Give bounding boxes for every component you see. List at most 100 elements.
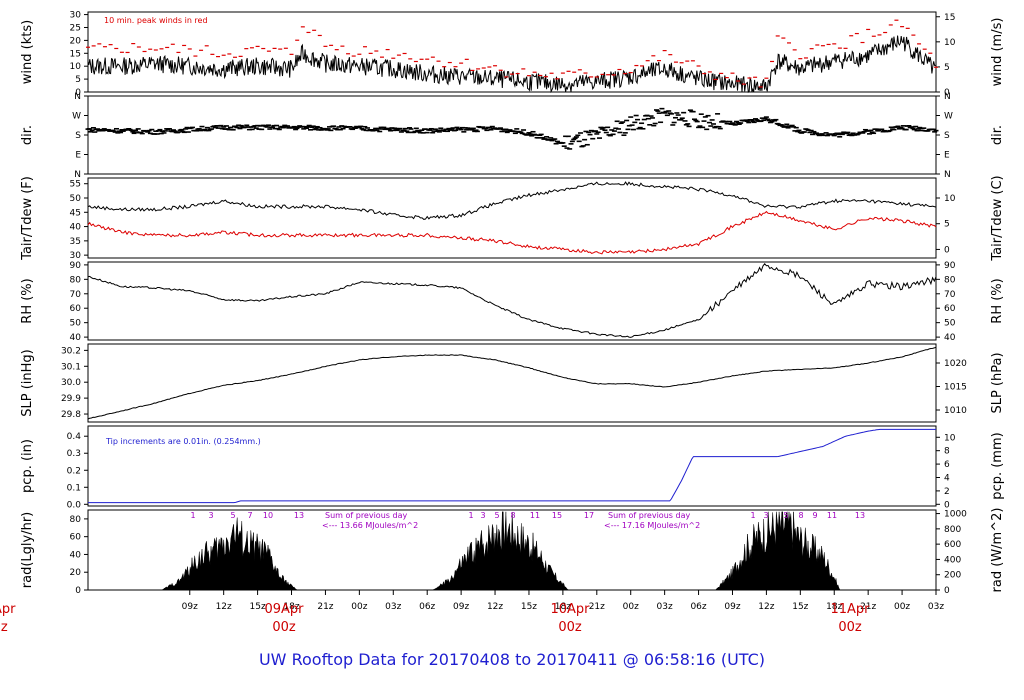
series-line-2-0 [87, 181, 937, 220]
y-right-tick-label: 4 [944, 473, 950, 483]
date-label: 11Apr [830, 602, 870, 617]
x-tick-label: 12z [758, 602, 774, 612]
y-right-tick-label: 10 [944, 194, 956, 204]
hour-label: 10 [263, 511, 273, 520]
annotation: 10 min. peak winds in red [104, 16, 208, 25]
y-right-tick-label: 60 [944, 304, 956, 314]
y-right-tick-label: 1015 [944, 383, 967, 393]
annotation: Sum of previous day [608, 511, 690, 520]
y-right-tick-label: S [944, 131, 950, 141]
hour-label: 15 [552, 511, 562, 520]
y-tick-label: 10 [70, 62, 82, 72]
panel-frame-1 [87, 95, 937, 175]
y-tick-label: N [74, 92, 81, 102]
hour-label: 11 [827, 511, 837, 520]
y-right-tick-label: 1020 [944, 359, 967, 369]
hour-label: 8 [510, 511, 515, 520]
y-right-tick-label: W [944, 112, 953, 122]
y-tick-label: 50 [70, 319, 82, 329]
y-tick-label: 5 [75, 75, 81, 85]
y-axis-label-right: dir. [990, 125, 1005, 145]
x-tick-label: 09z [453, 602, 469, 612]
y-tick-label: 0 [75, 586, 81, 596]
x-tick-label: 21z [860, 602, 876, 612]
y-tick-label: 0.1 [67, 483, 81, 493]
y-right-tick-label: 10 [944, 38, 956, 48]
y-tick-label: E [75, 151, 81, 161]
radiation-area [88, 510, 936, 591]
y-tick-label: 30.0 [61, 378, 81, 388]
y-tick-label: 35 [70, 237, 81, 247]
x-tick-label: 15z [792, 602, 808, 612]
annotation: Sum of previous day [325, 511, 407, 520]
y-tick-label: 45 [70, 208, 81, 218]
y-tick-label: 20 [70, 36, 82, 46]
x-tick-label: 12z [487, 602, 503, 612]
y-right-tick-label: 800 [944, 525, 961, 535]
y-right-tick-label: 5 [944, 220, 950, 230]
hour-label: 1 [468, 511, 473, 520]
hour-label: 3 [208, 511, 213, 520]
hour-label: 9 [812, 511, 817, 520]
series-line-wind [87, 35, 936, 94]
y-tick-label: 30.2 [61, 346, 81, 356]
date-hour-label: 00z [272, 620, 296, 635]
y-right-tick-label: 70 [944, 290, 956, 300]
x-tick-label: 06z [419, 602, 435, 612]
x-tick-label: 06z [690, 602, 706, 612]
y-axis-label: SLP (inHg) [20, 349, 35, 417]
x-tick-label: 09z [724, 602, 740, 612]
y-tick-label: 0.3 [67, 449, 81, 459]
series-line-4-0 [87, 346, 937, 420]
y-axis-label: rad(Lgly/hr) [20, 512, 35, 588]
date-label: 08Apr [0, 602, 16, 617]
y-right-tick-label: 15 [944, 13, 955, 23]
y-right-tick-label: 1010 [944, 406, 967, 416]
y-right-tick-label: 400 [944, 555, 961, 565]
y-axis-label: dir. [20, 125, 35, 145]
y-tick-label: 70 [70, 290, 82, 300]
y-tick-label: 20 [70, 568, 82, 578]
y-axis-label: pcp. (in) [20, 439, 35, 493]
y-right-tick-label: 2 [944, 487, 950, 497]
hour-label: 8 [798, 511, 803, 520]
x-tick-label: 00z [623, 602, 639, 612]
y-tick-label: 50 [70, 194, 82, 204]
y-tick-label: 55 [70, 180, 81, 190]
y-right-tick-label: 1000 [944, 510, 967, 520]
panel-frame-2 [87, 177, 937, 259]
page-title: UW Rooftop Data for 20170408 to 20170411… [258, 650, 766, 669]
date-hour-label: 00z [0, 620, 8, 635]
panel-frame-3 [87, 261, 937, 341]
annotation: <--- 17.16 MJoules/m^2 [604, 521, 700, 530]
y-tick-label: N [74, 170, 81, 180]
y-axis-label-right: rad (W/m^2) [990, 508, 1005, 593]
hour-label: 13 [855, 511, 865, 520]
y-right-tick-label: 200 [944, 571, 961, 581]
y-right-tick-label: 0 [944, 586, 950, 596]
x-tick-label: 18z [826, 602, 842, 612]
y-axis-label: RH (%) [20, 278, 35, 323]
y-right-tick-label: N [944, 92, 951, 102]
y-right-tick-label: 40 [944, 333, 956, 343]
x-tick-label: 00z [894, 602, 910, 612]
y-axis-label: wind (kts) [20, 20, 35, 84]
annotation: Tip increments are 0.01in. (0.254mm.) [105, 437, 261, 446]
y-right-tick-label: 50 [944, 319, 956, 329]
y-tick-label: 0.0 [67, 500, 82, 510]
x-tick-label: 09z [182, 602, 198, 612]
x-tick-label: 03z [657, 602, 673, 612]
y-right-tick-label: 8 [944, 447, 950, 457]
y-tick-label: 30.1 [61, 362, 81, 372]
y-right-tick-label: 10 [944, 433, 956, 443]
y-tick-label: 30 [70, 11, 82, 21]
y-right-tick-label: 0 [944, 500, 950, 510]
y-right-tick-label: 5 [944, 63, 950, 73]
y-right-tick-label: 0 [944, 245, 950, 255]
y-tick-label: 80 [70, 515, 82, 525]
series-line-2-1 [87, 210, 937, 255]
date-label: 09Apr [264, 602, 304, 617]
y-tick-label: 40 [70, 550, 82, 560]
y-axis-label-right: Tair/Tdew (C) [990, 175, 1005, 261]
